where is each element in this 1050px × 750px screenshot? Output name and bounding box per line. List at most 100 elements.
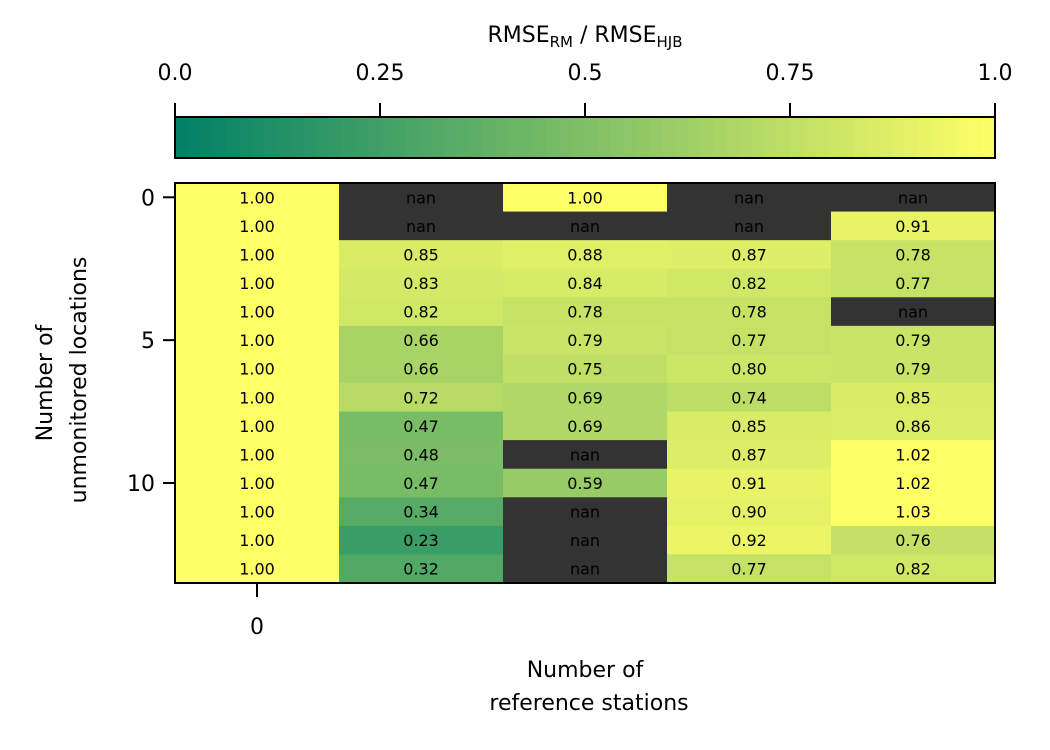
heatmap-cell-label: 1.02 [895, 474, 931, 493]
colorbar-segment [469, 117, 484, 158]
heatmap-cell-label: 1.00 [239, 188, 275, 207]
heatmap-cell-label: 0.72 [403, 388, 439, 407]
heatmap-cell [503, 383, 668, 413]
heatmap-cell [667, 440, 832, 470]
colorbar-ticks: 0.0 0.25 0.5 0.75 1.0 [158, 61, 1013, 117]
colorbar-segment [866, 117, 881, 158]
heatmap-cell-label: 0.76 [895, 531, 931, 550]
heatmap-cell [175, 497, 340, 527]
colorbar-segment [854, 117, 868, 158]
heatmap-cell-label: 0.79 [895, 331, 931, 350]
heatmap-cell-label: 0.91 [731, 474, 767, 493]
colorbar-segment [392, 117, 407, 158]
heatmap-cell-label: nan [898, 188, 928, 207]
colorbar-segment [495, 117, 509, 158]
heatmap-cell-label: 0.77 [895, 274, 931, 293]
heatmap-cell [503, 183, 668, 213]
heatmap-cell-label: 0.78 [895, 245, 931, 264]
heatmap-cell-label: 0.88 [567, 245, 603, 264]
heatmap-cell-label: 0.87 [731, 445, 767, 464]
heatmap-cell [339, 240, 504, 270]
heatmap-cell-label: 0.82 [731, 274, 767, 293]
colorbar-segment [802, 117, 817, 158]
heatmap-cell-label: 1.03 [895, 503, 931, 522]
heatmap-cell [503, 525, 668, 555]
colorbar-segment [559, 117, 573, 158]
heatmap-cell-label: 0.84 [567, 274, 603, 293]
heatmap-cell [175, 440, 340, 470]
colorbar-segment [956, 117, 970, 158]
heatmap-cell-label: nan [570, 531, 600, 550]
colorbar-segment [187, 117, 202, 158]
heatmap-cell [339, 325, 504, 355]
heatmap-cell-label: nan [406, 188, 436, 207]
heatmap-cell-label: nan [570, 445, 600, 464]
heatmap-cell [175, 268, 340, 298]
heatmap-cell-label: 0.75 [567, 360, 603, 379]
heatmap-cell [339, 183, 504, 213]
heatmap-cell-label: 1.00 [239, 474, 275, 493]
colorbar-segment [303, 117, 317, 158]
colorbar-tick-label: 0.0 [158, 61, 193, 86]
y-axis-tick-label: 0 [141, 186, 155, 211]
colorbar-segment [380, 117, 394, 158]
heatmap-cell [831, 297, 996, 327]
heatmap-cell-labels: 1.00 nan 1.00 nan nan 1.00 nan nan nan 0.91 1.00 0.… [239, 188, 931, 578]
heatmap-cell [503, 440, 668, 470]
colorbar-segment [661, 117, 676, 158]
colorbar-segment [623, 117, 637, 158]
colorbar-segment [226, 117, 240, 158]
colorbar-title-main: RMSE [487, 23, 549, 48]
heatmap-cell [667, 525, 832, 555]
colorbar-segment [264, 117, 279, 158]
heatmap-frame [174, 182, 996, 584]
y-axis-tick-label: 10 [127, 472, 155, 497]
heatmap-cell [503, 297, 668, 327]
colorbar-segment [341, 117, 355, 158]
heatmap-cell-label: 0.78 [567, 303, 603, 322]
heatmap-cell [339, 468, 504, 498]
heatmap-cell [831, 411, 996, 441]
colorbar-segment [905, 117, 919, 158]
colorbar-title: RMSERM / RMSEHJB [487, 23, 682, 51]
colorbar-segment [456, 117, 471, 158]
colorbar-tick-label: 1.0 [978, 61, 1013, 86]
heatmap-cell [667, 268, 832, 298]
colorbar-segment [239, 117, 253, 158]
heatmap-cell-label: 1.00 [239, 360, 275, 379]
heatmap-cell-label: 0.66 [403, 360, 439, 379]
heatmap-cell-label: 0.47 [403, 417, 439, 436]
colorbar-segment [508, 117, 522, 158]
heatmap-cell-label: 1.00 [239, 274, 275, 293]
colorbar-segment [251, 117, 266, 158]
heatmap-cell [175, 554, 340, 584]
heatmap-cell [175, 183, 340, 213]
heatmap-cell [339, 354, 504, 384]
colorbar-segment [879, 117, 894, 158]
heatmap-cell-label: 0.77 [731, 331, 767, 350]
heatmap-cell [175, 325, 340, 355]
colorbar-segment [674, 117, 689, 158]
heatmap-cell [667, 297, 832, 327]
heatmap-cell-label: 0.59 [567, 474, 603, 493]
colorbar-segment [354, 117, 368, 158]
heatmap-cell [667, 211, 832, 241]
heatmap-cell [503, 268, 668, 298]
colorbar-segment [597, 117, 612, 158]
colorbar-segment [418, 117, 432, 158]
colorbar-tick-label: 0.75 [766, 61, 815, 86]
heatmap-cell-label: nan [898, 303, 928, 322]
heatmap-cell [831, 383, 996, 413]
heatmap-cell-label: 1.02 [895, 445, 931, 464]
heatmap-cell-label: 0.82 [895, 560, 931, 579]
colorbar-segment [444, 117, 458, 158]
heatmap-cell-label: 1.00 [239, 245, 275, 264]
heatmap-cell-label: 1.00 [239, 388, 275, 407]
heatmap-cell [831, 325, 996, 355]
colorbar-segment [700, 117, 714, 158]
heatmap-cell-label: 1.00 [239, 531, 275, 550]
y-axis-tick-label: 5 [141, 329, 155, 354]
heatmap-cell-label: 0.23 [403, 531, 439, 550]
heatmap-cell-label: 0.66 [403, 331, 439, 350]
